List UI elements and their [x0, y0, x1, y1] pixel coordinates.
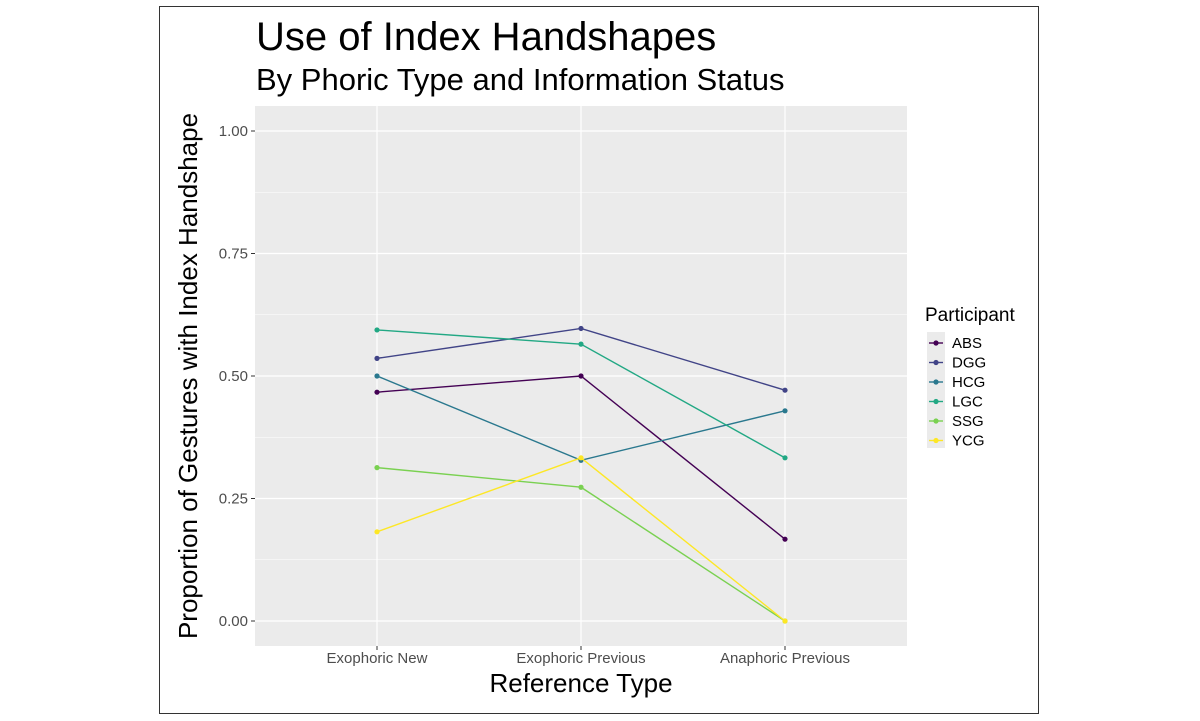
- y-tick-label: 0.75: [219, 246, 248, 263]
- data-point-lgc: [578, 341, 584, 347]
- x-tick-label: Exophoric New: [327, 650, 428, 667]
- y-tick-label: 0.50: [219, 368, 248, 385]
- legend-title: Participant: [925, 305, 1015, 326]
- data-point-abs: [782, 536, 788, 542]
- legend-key-point: [933, 359, 939, 366]
- legend-item-label: DGG: [952, 355, 986, 372]
- x-tick-label: Anaphoric Previous: [720, 650, 850, 667]
- data-point-dgg: [782, 387, 788, 393]
- legend-item-label: SSG: [952, 413, 984, 430]
- data-point-ssg: [578, 484, 584, 490]
- data-point-ycg: [374, 529, 380, 535]
- legend-item-label: HCG: [952, 374, 985, 391]
- y-tick-label: 1.00: [219, 123, 248, 140]
- data-point-ycg: [578, 455, 584, 461]
- data-point-abs: [374, 389, 380, 395]
- figure-frame: [159, 6, 1039, 714]
- data-point-abs: [578, 373, 584, 379]
- data-point-hcg: [374, 373, 380, 379]
- data-point-lgc: [374, 327, 380, 333]
- legend-item-label: LGC: [952, 394, 983, 411]
- legend-key-point: [933, 398, 939, 405]
- data-point-dgg: [374, 355, 380, 361]
- legend-item-label: YCG: [952, 433, 985, 450]
- legend: Participant ABS DGG HCG LGC SSG YCG: [925, 305, 1015, 450]
- legend-key-point: [933, 379, 939, 385]
- data-point-dgg: [578, 325, 584, 332]
- series-layer: [374, 325, 788, 624]
- y-axis: 0.00 0.25 0.50 0.75 1.00: [219, 123, 255, 630]
- y-axis-title: Proportion of Gestures with Index Handsh…: [173, 113, 203, 639]
- x-axis-title: Reference Type: [489, 668, 672, 698]
- y-tick-label: 0.00: [219, 613, 248, 630]
- legend-key-point: [933, 340, 939, 346]
- legend-key-point: [933, 418, 939, 424]
- y-tick-label: 0.25: [219, 491, 248, 508]
- chart-subtitle: By Phoric Type and Information Status: [256, 62, 784, 97]
- x-axis: Exophoric New Exophoric Previous Anaphoric…: [327, 646, 850, 667]
- data-point-lgc: [782, 455, 788, 461]
- data-point-ssg: [374, 465, 380, 471]
- data-point-ycg: [782, 618, 788, 624]
- chart-title: Use of Index Handshapes: [256, 15, 716, 59]
- x-tick-label: Exophoric Previous: [516, 650, 645, 667]
- legend-item-label: ABS: [952, 335, 982, 352]
- legend-key-background: [927, 332, 945, 448]
- legend-key-point: [933, 437, 939, 444]
- data-point-hcg: [782, 408, 788, 414]
